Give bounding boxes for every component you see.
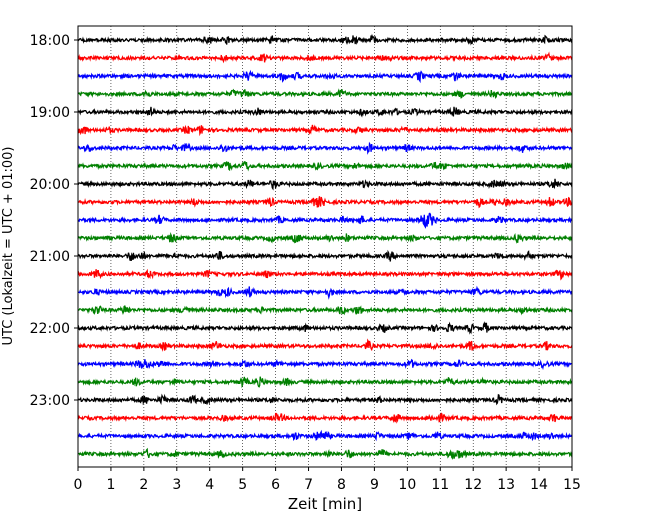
y-tick-label: 22:00 — [30, 321, 70, 337]
seismic-trace — [77, 285, 573, 300]
seismic-trace — [77, 429, 573, 442]
seismic-trace — [77, 69, 573, 84]
seismic-trace — [77, 141, 573, 155]
seismic-trace — [77, 249, 573, 262]
seismic-trace — [77, 106, 573, 118]
x-tick-label: 14 — [530, 477, 548, 493]
x-tick-label: 2 — [139, 477, 148, 493]
seismic-trace — [77, 124, 573, 137]
x-tick-label: 8 — [337, 477, 346, 493]
y-tick-label: 19:00 — [30, 105, 70, 121]
seismic-trace — [77, 88, 573, 99]
x-tick-label: 1 — [106, 477, 115, 493]
x-tick-label: 15 — [563, 477, 581, 493]
seismic-trace — [77, 212, 573, 229]
seismic-trace — [77, 376, 573, 389]
x-axis: 0 1 2 3 4 5 6 7 8 9 10 11 12 13 14 15 — [74, 467, 581, 493]
y-tick-label: 18:00 — [30, 33, 70, 49]
y-tick-label: 20:00 — [30, 177, 70, 193]
trace-layer — [77, 33, 573, 460]
x-tick-label: 11 — [431, 477, 449, 493]
x-tick-label: 0 — [74, 477, 83, 493]
y-axis-label: UTC (Lokalzeit = UTC + 01:00) — [1, 147, 16, 346]
seismic-trace — [77, 447, 573, 460]
seismic-trace — [77, 338, 573, 352]
x-tick-label: 13 — [497, 477, 515, 493]
seismic-trace — [77, 33, 573, 46]
x-axis-label: Zeit [min] — [288, 495, 362, 513]
seismic-trace — [77, 161, 573, 172]
seismic-trace — [77, 231, 573, 244]
x-tick-label: 5 — [238, 477, 247, 493]
x-tick-label: 12 — [464, 477, 482, 493]
y-tick-label: 23:00 — [30, 393, 70, 409]
y-tick-label: 21:00 — [30, 249, 70, 265]
seismic-trace — [77, 196, 573, 209]
x-tick-label: 3 — [172, 477, 181, 493]
x-tick-label: 6 — [271, 477, 280, 493]
x-tick-label: 4 — [205, 477, 214, 493]
x-tick-label: 10 — [398, 477, 416, 493]
y-axis: 18:00 19:00 20:00 21:00 22:00 23:00 — [30, 33, 78, 409]
seismic-trace — [77, 358, 573, 371]
seismic-trace — [77, 304, 573, 316]
x-tick-label: 7 — [304, 477, 313, 493]
seismic-trace — [77, 178, 573, 191]
x-tick-label: 9 — [370, 477, 379, 493]
seismic-trace — [77, 321, 573, 335]
seismic-trace — [77, 268, 573, 281]
seismic-trace — [77, 412, 573, 424]
seismic-trace — [77, 393, 573, 406]
plot-frame — [77, 25, 573, 468]
seismic-trace — [77, 51, 573, 64]
